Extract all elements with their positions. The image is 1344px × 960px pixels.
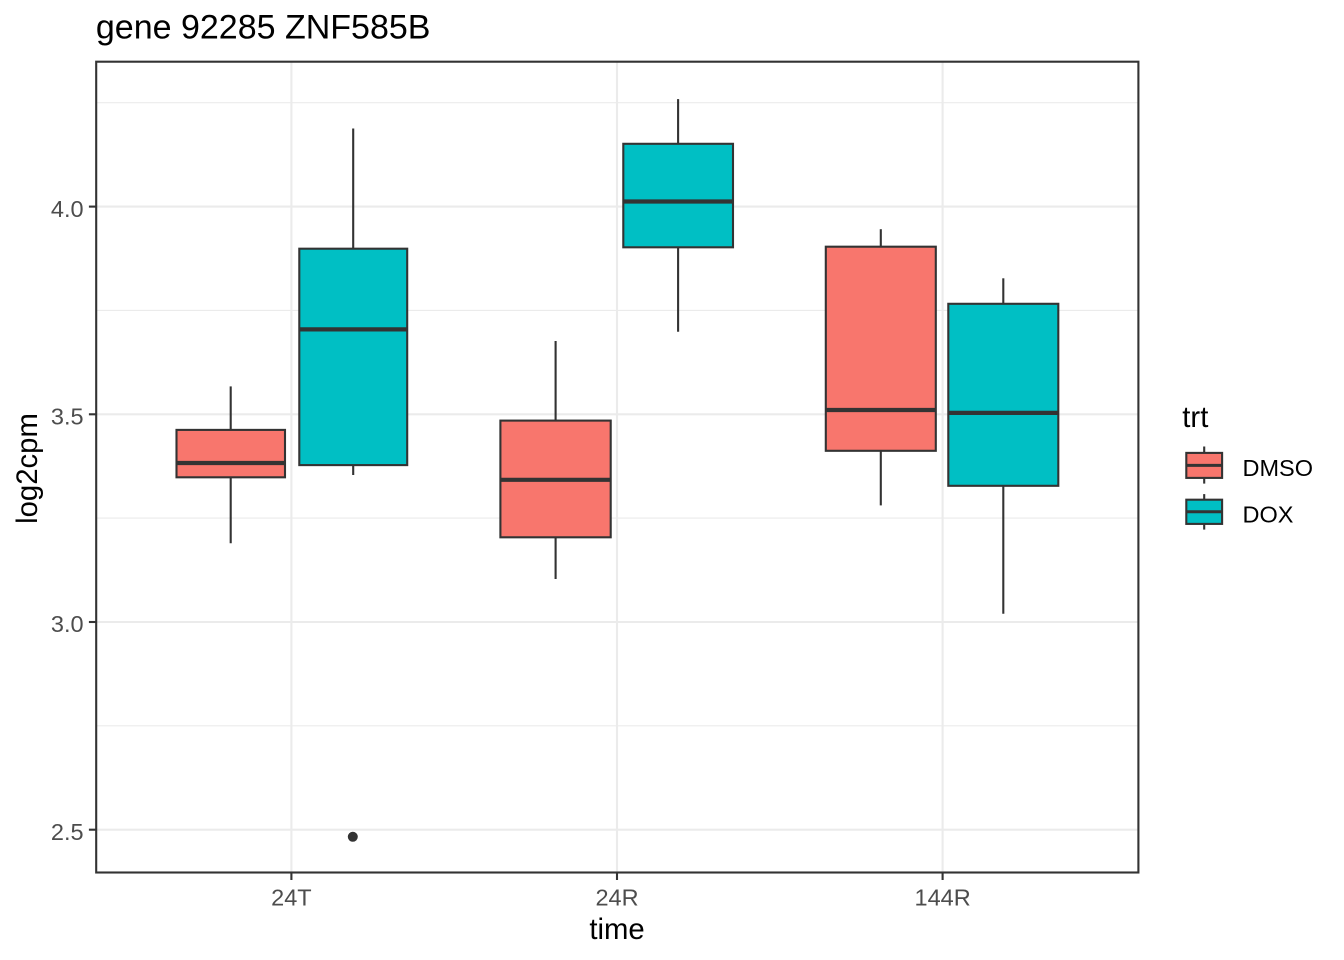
svg-text:DOX: DOX xyxy=(1243,501,1294,527)
svg-text:gene 92285 ZNF585B: gene 92285 ZNF585B xyxy=(96,8,431,46)
svg-text:144R: 144R xyxy=(915,885,971,911)
svg-text:24T: 24T xyxy=(271,885,312,911)
svg-text:trt: trt xyxy=(1182,401,1208,434)
svg-text:log2cpm: log2cpm xyxy=(11,413,44,524)
svg-text:time: time xyxy=(589,913,644,946)
svg-text:2.5: 2.5 xyxy=(51,819,84,845)
svg-text:24R: 24R xyxy=(595,885,638,911)
svg-text:4.0: 4.0 xyxy=(51,196,84,222)
svg-text:DMSO: DMSO xyxy=(1243,455,1314,481)
svg-text:3.0: 3.0 xyxy=(51,611,84,637)
svg-text:3.5: 3.5 xyxy=(51,404,84,430)
